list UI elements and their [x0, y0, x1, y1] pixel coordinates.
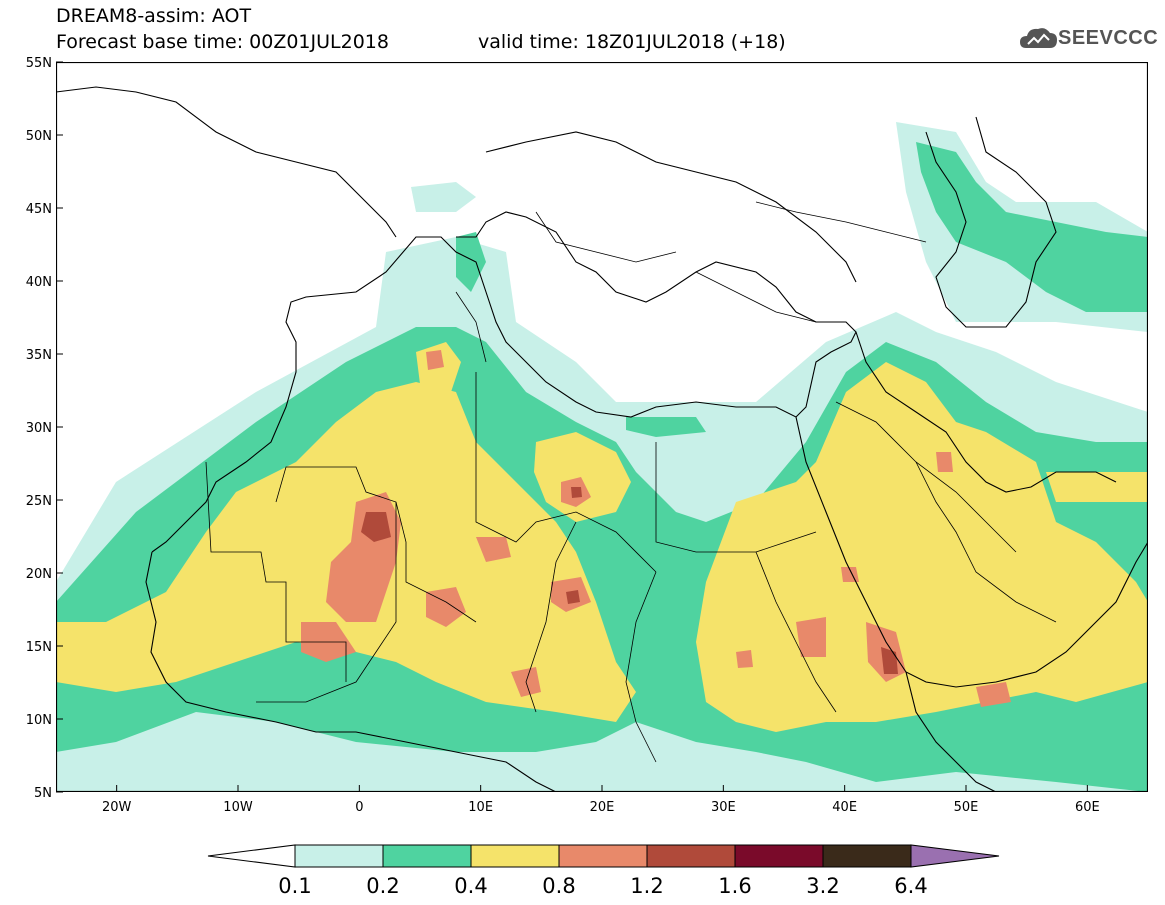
lat-tick-label: 35N — [26, 348, 52, 363]
lat-tick-label: 45N — [26, 202, 52, 217]
valid-time: valid time: 18Z01JUL2018 (+18) — [478, 31, 786, 53]
lon-tick-label: 10E — [468, 800, 493, 815]
lat-tick-label: 15N — [26, 640, 52, 655]
lat-tick-label: 50N — [26, 129, 52, 144]
colorbar-label: 1.6 — [718, 874, 751, 898]
colorbar-label: 0.8 — [542, 874, 575, 898]
colorbar-cell — [646, 844, 736, 868]
colorbar-cell — [558, 844, 648, 868]
colorbar-cell — [294, 844, 384, 868]
lat-tick-label: 25N — [26, 494, 52, 509]
colorbar-label: 3.2 — [806, 874, 839, 898]
lon-tick-label: 40E — [832, 800, 857, 815]
colorbar-label: 0.2 — [366, 874, 399, 898]
lon-tick-label: 50E — [954, 800, 979, 815]
colorbar-label: 0.1 — [278, 874, 311, 898]
lon-tick-label: 20W — [102, 800, 132, 815]
colorbar-over-triangle — [910, 844, 1000, 868]
lat-tick-label: 55N — [26, 56, 52, 71]
aot-band-1.2-1.6 — [361, 487, 898, 674]
lon-tick-label: 60E — [1075, 800, 1100, 815]
colorbar-label: 0.4 — [454, 874, 487, 898]
colorbar-cell — [470, 844, 560, 868]
map-title: DREAM8-assim: AOT — [56, 5, 252, 27]
lat-tick-label: 5N — [34, 786, 52, 801]
colorbar-label: 1.2 — [630, 874, 663, 898]
colorbar-cell — [382, 844, 472, 868]
colorbar-cell — [822, 844, 912, 868]
lat-tick-label: 10N — [26, 713, 52, 728]
logo-text: SEEVCCC — [1058, 27, 1159, 49]
lat-tick-label: 40N — [26, 275, 52, 290]
forecast-base-time: Forecast base time: 00Z01JUL2018 — [56, 31, 389, 53]
lat-tick-label: 20N — [26, 567, 52, 582]
colorbar-cell — [734, 844, 824, 868]
lon-tick-label: 20E — [590, 800, 615, 815]
coastlines — [56, 86, 1148, 792]
country-borders — [205, 201, 1057, 763]
lon-tick-label: 0 — [355, 800, 363, 815]
cloud-icon — [1020, 28, 1057, 48]
lat-tick-label: 30N — [26, 421, 52, 436]
aot-map — [56, 62, 1148, 792]
colorbar-under-triangle — [207, 844, 296, 868]
colorbar-label: 6.4 — [894, 874, 927, 898]
lon-tick-label: 10W — [223, 800, 253, 815]
lon-tick-label: 30E — [711, 800, 736, 815]
